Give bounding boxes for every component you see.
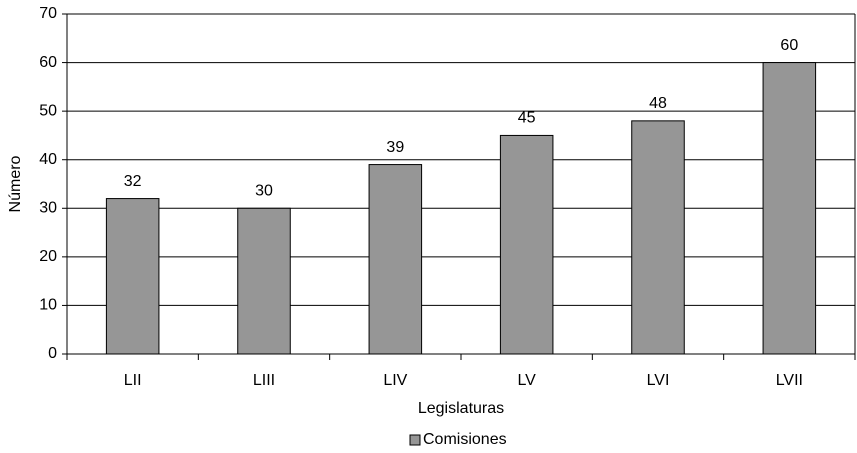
legend-swatch [409, 434, 421, 446]
y-tick-label: 50 [39, 102, 57, 119]
y-tick-label: 60 [39, 54, 57, 71]
bar [631, 120, 685, 355]
x-tick-label: LIII [253, 372, 275, 389]
bar [105, 198, 160, 355]
bar [499, 134, 554, 355]
data-label: 32 [124, 173, 142, 190]
y-axis-label: Número [7, 155, 24, 212]
x-tick-label: LV [517, 372, 536, 389]
y-tick-label: 10 [39, 297, 57, 314]
y-tick-label: 30 [39, 200, 57, 217]
data-label: 30 [255, 183, 273, 200]
y-tick-label: 20 [39, 248, 57, 265]
legend-label: Comisiones [423, 431, 507, 448]
x-axis-label: Legislaturas [418, 400, 504, 417]
y-tick-label: 40 [39, 151, 57, 168]
bar [368, 164, 423, 355]
x-tick-label: LII [124, 372, 142, 389]
x-tick-label: LVII [776, 372, 803, 389]
data-label: 45 [518, 110, 536, 127]
data-label: 48 [649, 95, 667, 112]
x-tick-label: LIV [383, 372, 407, 389]
y-tick-label: 0 [48, 345, 57, 362]
bar [762, 62, 817, 355]
data-label: 39 [386, 139, 404, 156]
bar [237, 207, 291, 355]
x-tick-label: LVI [647, 372, 670, 389]
data-label: 60 [780, 37, 798, 54]
y-tick-label: 70 [39, 5, 57, 22]
